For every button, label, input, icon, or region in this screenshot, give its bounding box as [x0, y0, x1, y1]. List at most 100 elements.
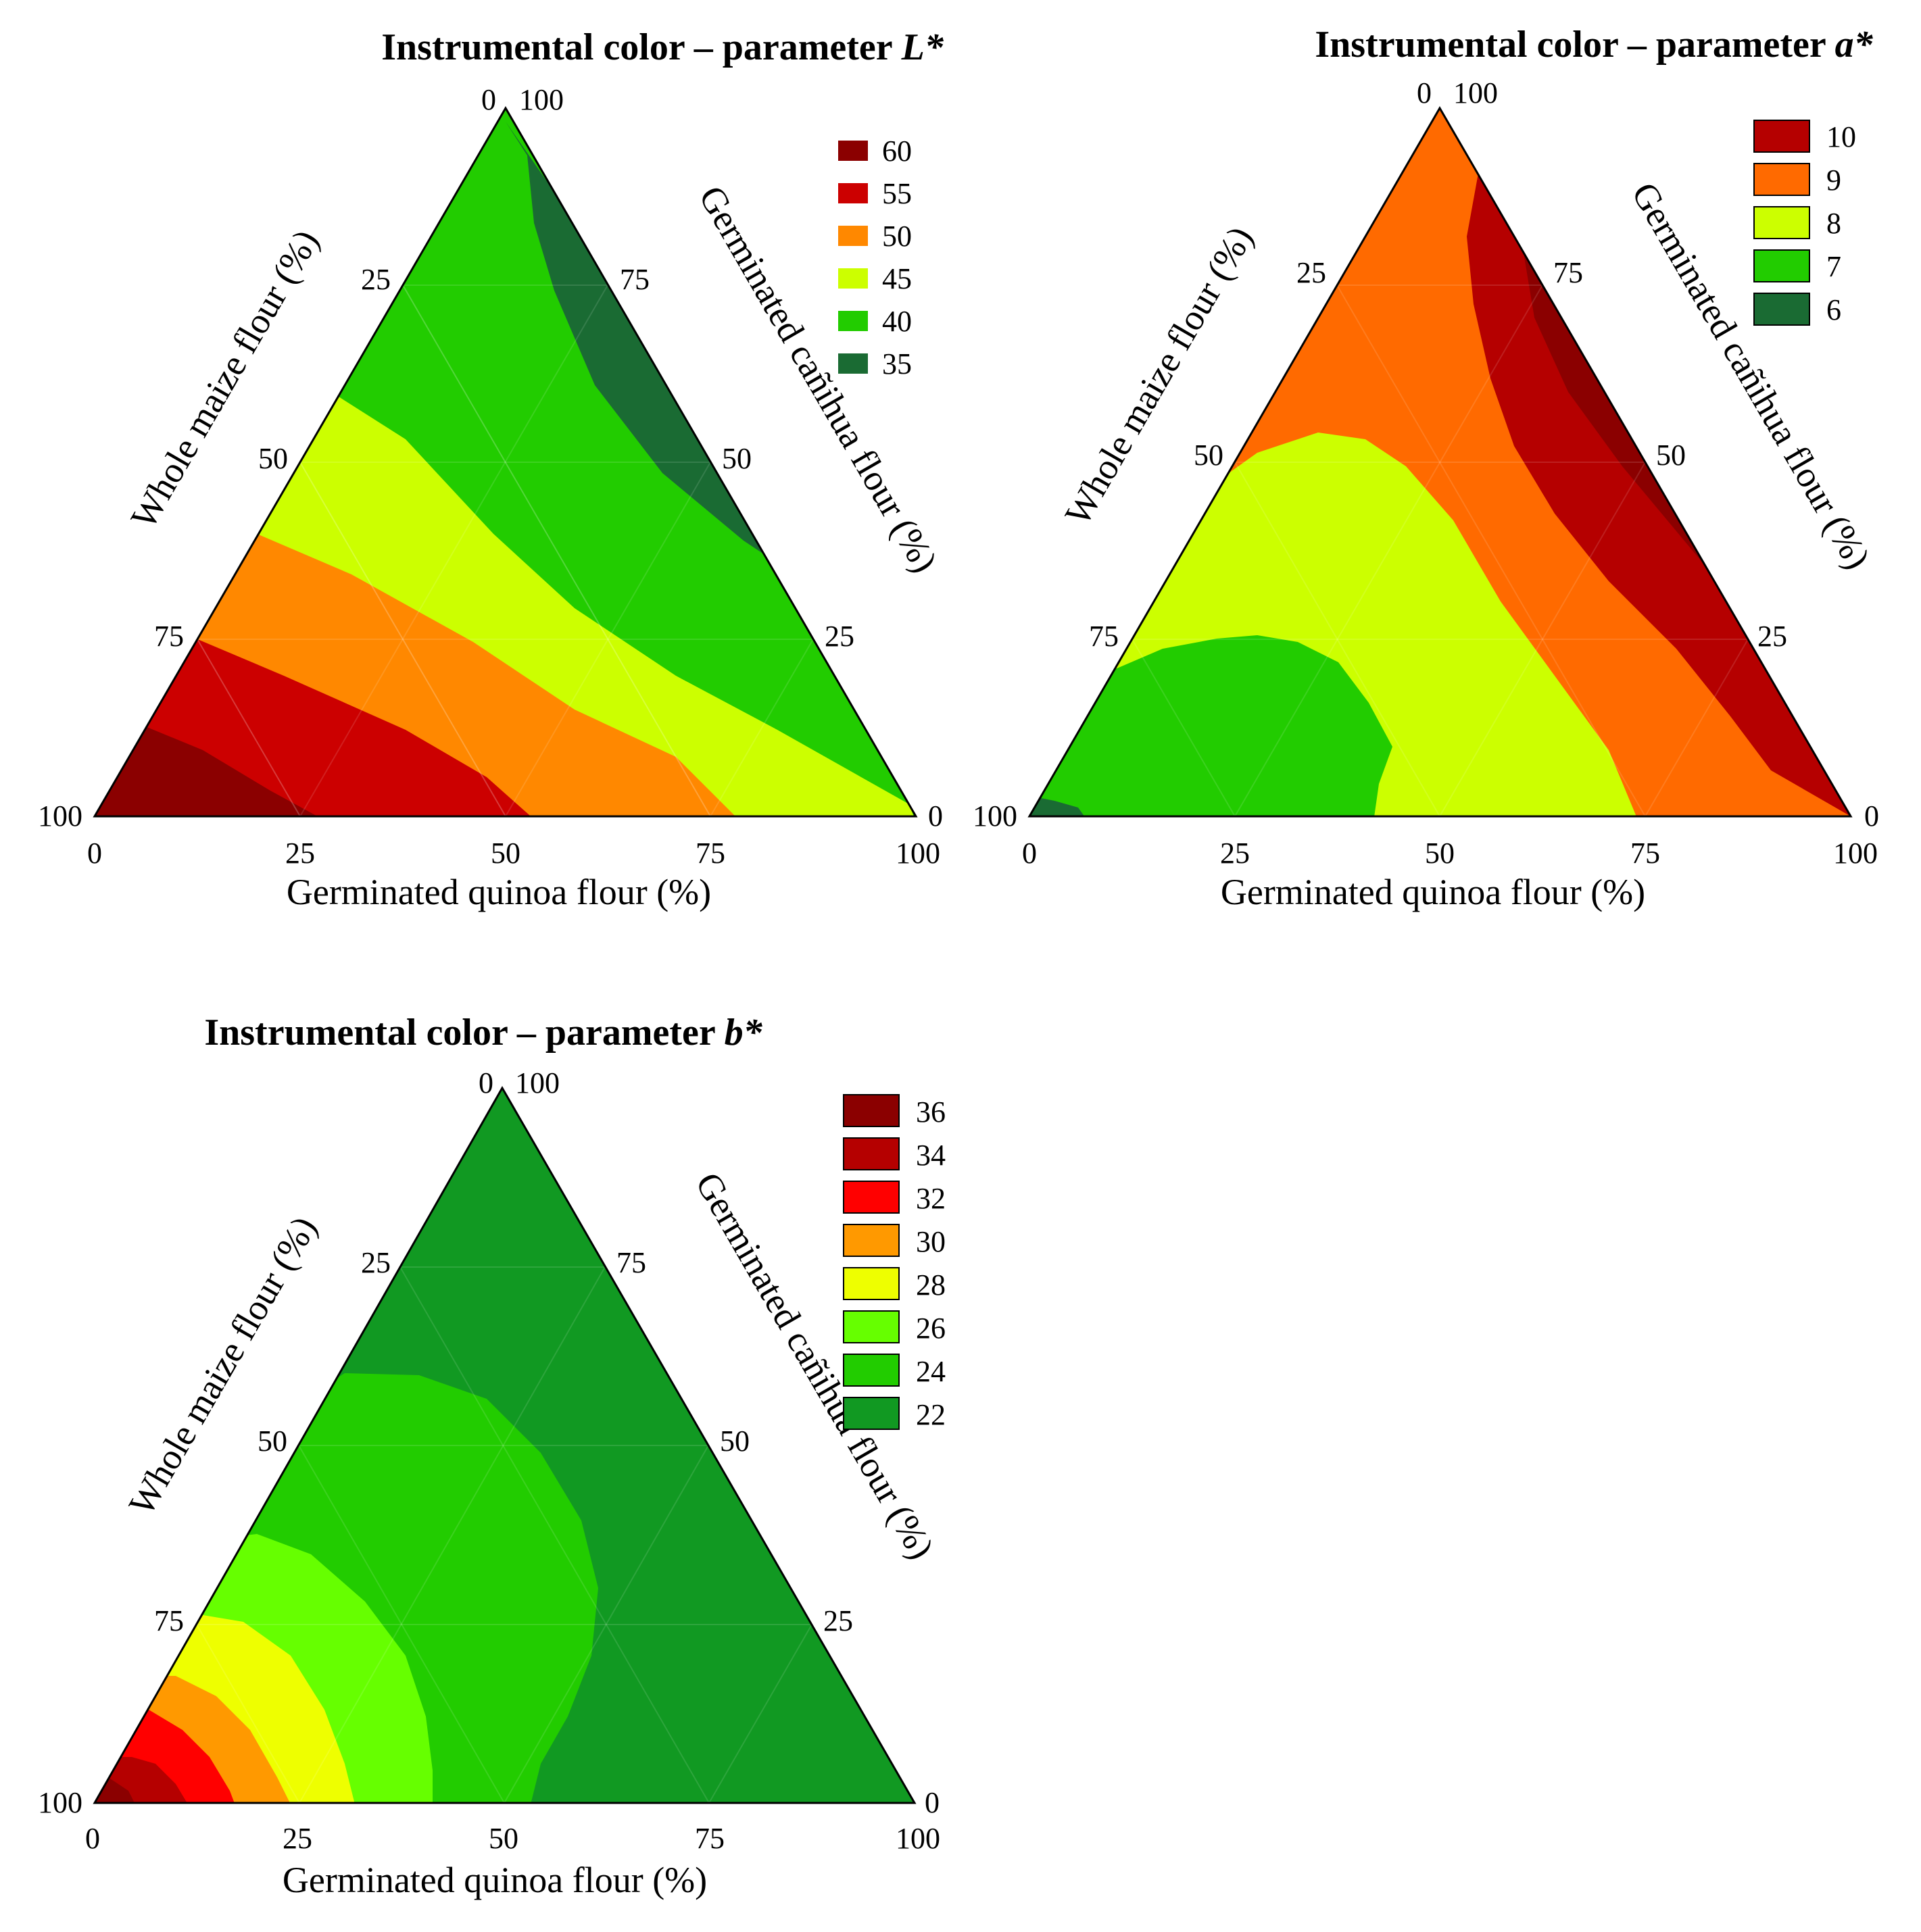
tick-right-50: 50	[720, 1425, 750, 1458]
chart-L-bottom-axis-label: Germinated quinoa flour (%)	[287, 872, 711, 912]
legend-label-7: 7	[1826, 250, 1841, 283]
legend-swatch-36	[843, 1094, 900, 1127]
tick-bottom-50: 50	[489, 1822, 518, 1855]
tick-bottom-75: 75	[695, 1822, 725, 1855]
chart-L: Instrumental color – parameter L* 0 25 5…	[38, 26, 946, 912]
tick-left-100: 100	[38, 799, 82, 833]
chart-L-ticks: 0 25 50 75 100 100 75 50 25 0 100 75 50 …	[38, 83, 943, 870]
legend-label-30: 30	[916, 1225, 946, 1258]
legend-swatch-24	[843, 1354, 900, 1387]
contour-region-60	[95, 726, 345, 816]
legend-swatch-55	[838, 183, 868, 203]
tick-bottom-75: 75	[696, 837, 725, 870]
legend-swatch-6	[1753, 293, 1810, 326]
legend-label-26: 26	[916, 1312, 946, 1345]
legend-label-6: 6	[1826, 293, 1841, 326]
chart-a-bottom-axis-label: Germinated quinoa flour (%)	[1221, 872, 1645, 912]
legend-swatch-50	[838, 226, 868, 246]
tick-right-100: 100	[1453, 76, 1498, 109]
chart-L-title: Instrumental color – parameter L*	[381, 26, 944, 68]
tick-left-75: 75	[154, 620, 184, 653]
tick-left-100: 100	[973, 799, 1017, 833]
legend-swatch-35	[838, 353, 868, 374]
tick-bottom-0: 0	[85, 1822, 100, 1855]
legend-swatch-32	[843, 1181, 900, 1214]
legend-swatch-34	[843, 1137, 900, 1170]
legend-swatch-9	[1753, 163, 1810, 196]
tick-left-75: 75	[1089, 620, 1119, 653]
tick-bottom-0: 0	[87, 837, 102, 870]
legend-label-55: 55	[882, 177, 912, 210]
chart-a-ticks: 0 25 50 75 100 100 75 50 25 0 100 75 50 …	[973, 76, 1879, 870]
chart-a-gridlines	[1132, 284, 1749, 816]
tick-right-75: 75	[616, 1246, 646, 1279]
legend-swatch-45	[838, 268, 868, 289]
tick-right-0: 0	[925, 1786, 940, 1819]
legend-label-10: 10	[1826, 120, 1856, 153]
legend-label-24: 24	[916, 1355, 946, 1388]
tick-bottom-50: 50	[491, 837, 520, 870]
tick-right-50: 50	[722, 442, 752, 475]
legend-swatch-28	[843, 1267, 900, 1300]
legend-label-8: 8	[1826, 207, 1841, 240]
legend-label-9: 9	[1826, 164, 1841, 197]
legend-label-36: 36	[916, 1095, 946, 1129]
chart-a-triangle	[1027, 106, 1853, 818]
chart-b-legend: 36 34 32 30 28 26 24 22	[843, 1094, 946, 1431]
tick-bottom-0: 0	[1022, 837, 1037, 870]
contour-region-7	[1029, 635, 1392, 816]
tick-left-50: 50	[258, 442, 288, 475]
tick-right-50: 50	[1656, 439, 1686, 472]
contour-region-36	[95, 1777, 142, 1803]
tick-right-25: 25	[1757, 620, 1787, 653]
legend-label-32: 32	[916, 1182, 946, 1215]
tick-left-25: 25	[361, 1246, 391, 1279]
tick-left-0: 0	[1417, 76, 1432, 109]
tick-left-100: 100	[38, 1786, 82, 1819]
tick-right-75: 75	[1553, 256, 1583, 289]
tick-bottom-100: 100	[896, 1822, 940, 1855]
legend-swatch-30	[843, 1224, 900, 1257]
tick-left-50: 50	[258, 1425, 287, 1458]
tick-bottom-100: 100	[1833, 837, 1878, 870]
tick-left-0: 0	[481, 83, 496, 116]
legend-label-28: 28	[916, 1268, 946, 1302]
tick-bottom-25: 25	[1220, 837, 1250, 870]
tick-right-0: 0	[928, 799, 943, 833]
tick-left-50: 50	[1194, 439, 1223, 472]
chart-b-ticks: 0 25 50 75 100 100 75 50 25 0 100 75 50 …	[38, 1066, 940, 1855]
legend-swatch-40	[838, 311, 868, 331]
chart-a-contours	[1029, 108, 1851, 816]
chart-L-triangle	[93, 106, 918, 818]
tick-bottom-50: 50	[1425, 837, 1455, 870]
chart-a-title: Instrumental color – parameter a*	[1315, 24, 1873, 66]
legend-label-34: 34	[916, 1139, 946, 1172]
tick-bottom-25: 25	[283, 1822, 312, 1855]
legend-label-45: 45	[882, 262, 912, 295]
legend-swatch-8	[1753, 206, 1810, 239]
legend-label-22: 22	[916, 1398, 946, 1431]
chart-L-legend: 60 55 50 45 40 35	[838, 134, 912, 380]
tick-right-75: 75	[620, 263, 650, 296]
chart-a: Instrumental color – parameter a* 0 25 5…	[973, 24, 1879, 912]
legend-label-40: 40	[882, 305, 912, 338]
legend-label-60: 60	[882, 134, 912, 168]
tick-right-100: 100	[515, 1066, 560, 1099]
legend-swatch-22	[843, 1397, 900, 1430]
chart-b-gridlines	[196, 1266, 812, 1803]
tick-right-25: 25	[823, 1604, 853, 1637]
tick-right-25: 25	[825, 620, 854, 653]
legend-label-35: 35	[882, 347, 912, 380]
tick-left-0: 0	[479, 1066, 493, 1099]
tick-right-100: 100	[519, 83, 564, 116]
tick-left-25: 25	[1296, 256, 1326, 289]
tick-left-25: 25	[361, 263, 391, 296]
chart-L-gridlines	[197, 284, 814, 816]
tick-right-0: 0	[1864, 799, 1879, 833]
legend-label-50: 50	[882, 220, 912, 253]
legend-swatch-26	[843, 1310, 900, 1343]
chart-b-bottom-axis-label: Germinated quinoa flour (%)	[283, 1860, 707, 1900]
chart-a-legend: 10 9 8 7 6	[1753, 120, 1856, 326]
chart-b: Instrumental color – parameter b* 0 25 5…	[38, 1012, 946, 1900]
